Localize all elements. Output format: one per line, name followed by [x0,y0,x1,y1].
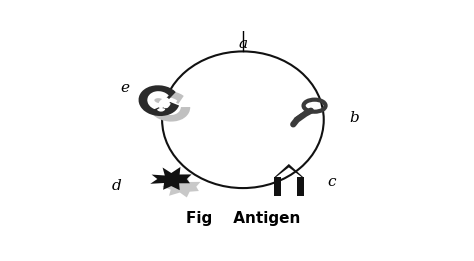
Polygon shape [162,175,201,197]
Text: b: b [349,111,359,125]
Polygon shape [297,177,303,196]
Polygon shape [274,164,303,177]
Text: Fig    Antigen: Fig Antigen [186,211,300,226]
Text: e: e [120,81,129,94]
Polygon shape [150,167,191,190]
Text: a: a [238,37,247,51]
Text: d: d [112,179,122,193]
Text: c: c [328,175,336,189]
Polygon shape [274,177,281,196]
